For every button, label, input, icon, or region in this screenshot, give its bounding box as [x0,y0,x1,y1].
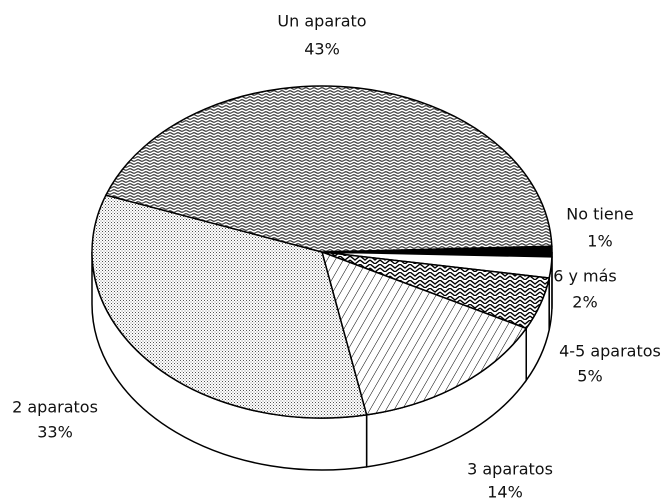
slice-hatch [104,85,553,253]
value-label: 1% [587,232,612,251]
slice-label: 2 aparatos [12,398,98,417]
pie-side [91,251,553,471]
slice-label: 6 y más [553,267,617,286]
pie-top [91,85,553,419]
value-label: 14% [487,483,523,502]
slice-label: 4-5 aparatos [559,342,661,361]
slice-hatch [91,194,368,419]
value-label: 5% [577,367,602,386]
slice-hatch [320,250,528,416]
slice-label: Un aparato [277,12,366,31]
value-label: 43% [304,40,340,59]
slice-label: No tiene [566,205,633,224]
labels: No tiene 1% 6 y más 2% 4-5 aparatos 5% 3 apara… [12,12,661,502]
value-label: 2% [572,293,597,312]
value-label: 33% [37,423,73,442]
slice-label: 3 aparatos [467,460,553,479]
